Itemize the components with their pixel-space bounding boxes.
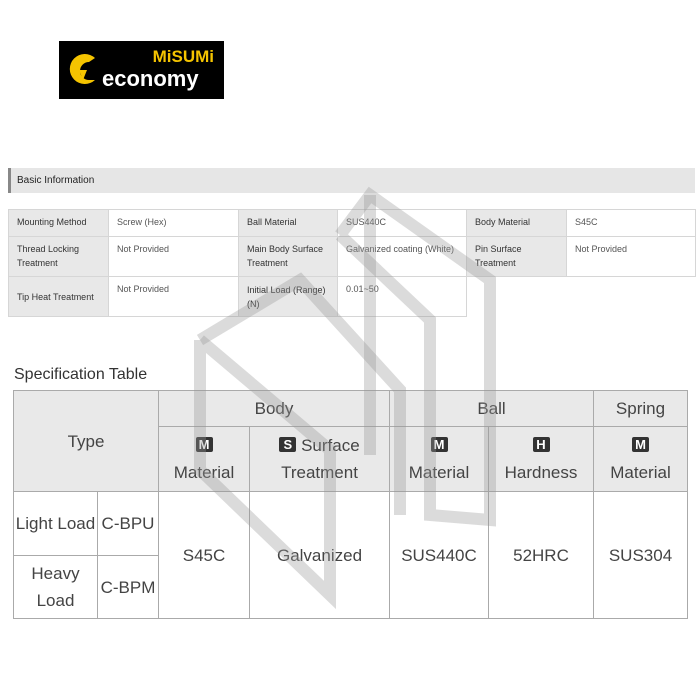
header-body-material: M Material [158, 426, 250, 492]
type-code: C-BPM [97, 555, 159, 619]
label-tip-heat: Tip Heat Treatment [8, 276, 109, 317]
body-material-value: S45C [158, 491, 250, 619]
label-thread-locking: Thread Locking Treatment [8, 236, 109, 277]
label-surface-treatment: Main Body Surface Treatment [238, 236, 338, 277]
table-row: Heavy Load C-BPM [13, 555, 688, 619]
label-mounting-method: Mounting Method [8, 209, 109, 237]
logo-emblem-icon [69, 54, 95, 84]
header-ball-material: M Material [389, 426, 489, 492]
material-icon: M [632, 437, 649, 452]
table-row: Light Load C-BPU S45C Galvanized SUS440C… [13, 491, 688, 619]
value: Not Provided [566, 236, 696, 277]
hardness-value: 52HRC [488, 491, 594, 619]
value: Not Provided [108, 236, 239, 277]
label: Surface [301, 436, 360, 455]
material-icon: M [195, 437, 213, 452]
label-ball-material: Ball Material [238, 209, 338, 237]
label: Material [610, 463, 671, 482]
ball-material-value: SUS440C [389, 491, 489, 619]
load-type: Light Load [13, 491, 98, 556]
surface-treatment-value: Galvanized [249, 491, 390, 619]
label: Material [173, 463, 235, 482]
value: Screw (Hex) [108, 209, 239, 237]
logo-name: economy [102, 66, 199, 91]
header-type: Type [13, 390, 159, 492]
spring-material-value: SUS304 [593, 491, 688, 619]
header-body: Body [158, 390, 390, 427]
specification-table: Type Body Ball Spring M Material S Surfac… [13, 390, 688, 619]
header-spring: Spring [593, 390, 688, 427]
label: Material [408, 463, 470, 482]
specification-table-title: Specification Table [14, 366, 148, 383]
label: Hardness [504, 463, 578, 482]
table-row: Thread Locking Treatment Not Provided Mai… [8, 236, 696, 277]
label: Treatment [281, 463, 358, 482]
header-spring-material: M Material [593, 426, 688, 492]
material-icon: M [430, 437, 448, 452]
logo-brand: MiSUMi [152, 47, 214, 66]
header-hardness: H Hardness [488, 426, 594, 492]
hardness-icon: H [532, 437, 550, 452]
basic-information-table: Mounting Method Screw (Hex) Ball Material… [8, 209, 696, 317]
label-body-material: Body Material [466, 209, 567, 237]
basic-information-header: Basic Information [8, 168, 695, 193]
surface-icon: S [279, 437, 297, 452]
value: SUS440C [337, 209, 467, 237]
value: 0.01~50 [337, 276, 467, 317]
header-surface-treatment: S Surface Treatment [249, 426, 390, 492]
value: S45C [566, 209, 696, 237]
load-type: Heavy Load [13, 555, 98, 619]
table-row: Tip Heat Treatment Not Provided Initial L… [8, 276, 696, 317]
label-initial-load: Initial Load (Range)(N) [238, 276, 338, 317]
misumi-economy-logo: MiSUMi economy [59, 41, 224, 99]
label-pin-surface: Pin Surface Treatment [466, 236, 567, 277]
table-row: Mounting Method Screw (Hex) Ball Material… [8, 209, 696, 237]
value: Galvanized coating (White) [337, 236, 467, 277]
type-code: C-BPU [97, 491, 159, 556]
header-ball: Ball [389, 390, 594, 427]
value: Not Provided [108, 276, 239, 317]
